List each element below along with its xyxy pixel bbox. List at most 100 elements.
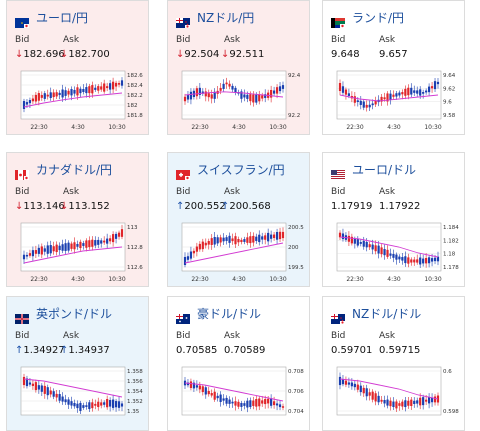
currency-flag-icon	[176, 165, 190, 180]
candle-body	[70, 89, 73, 96]
candle-body	[106, 86, 109, 89]
rate-card[interactable]: スイスフラン/円 Bid Ask ↑200.552 ↑200.568 200.5 200 19…	[167, 152, 310, 287]
candle-body	[410, 259, 413, 263]
candle-body	[422, 258, 425, 264]
rate-chart[interactable]: 0.6 0.598	[333, 361, 459, 429]
ask-number: 113.152	[68, 201, 110, 212]
candle-body	[103, 240, 106, 243]
card-header[interactable]: NZドル/ドル	[331, 307, 422, 324]
ask-label: Ask	[63, 331, 80, 341]
bid-label: Bid	[15, 35, 30, 45]
candle-body	[46, 94, 49, 97]
candle-body	[413, 90, 416, 93]
rate-chart[interactable]: 0.708 0.706 0.704	[178, 361, 304, 429]
candle-body	[395, 254, 398, 260]
rate-card[interactable]: ユーロ/ドル Bid Ask 1.17919 1.17922 1.184 1.182 1.18…	[322, 152, 465, 287]
rate-card[interactable]: NZドル/ドル Bid Ask 0.59701 0.59715 0.6 0.598	[322, 296, 465, 431]
currency-pair-link[interactable]: ユーロ/円	[36, 11, 89, 25]
rate-chart[interactable]: 1.358 1.356 1.354 1.352 1.35	[17, 361, 143, 429]
candle-body	[234, 401, 237, 406]
ask-label: Ask	[379, 187, 396, 197]
rate-chart[interactable]: 200.5 200 199.5 22:30 4:30 10:30	[178, 217, 304, 285]
candle-body	[404, 256, 407, 264]
candle-body	[338, 232, 342, 238]
x-tick-label: 4:30	[232, 124, 246, 131]
bid-value: 0.70585	[176, 345, 217, 356]
card-header[interactable]: ユーロ/円	[15, 11, 89, 28]
rate-card[interactable]: ユーロ/円 Bid Ask ↓182.696 ↓182.700 182.6 182.4 182…	[6, 0, 149, 135]
candle-body	[186, 95, 190, 100]
candle-body	[120, 403, 124, 407]
candle-body	[252, 400, 255, 406]
card-header[interactable]: 英ポンド/ドル	[15, 307, 113, 324]
candle-body	[392, 94, 395, 97]
y-tick-label: 182.2	[127, 93, 143, 99]
candle-body	[82, 243, 85, 246]
currency-pair-link[interactable]: NZドル/ドル	[352, 307, 422, 321]
rate-chart[interactable]: 113 112.8 112.6 22:30 4:30 10:30	[17, 217, 143, 285]
y-tick-label: 1.182	[443, 238, 459, 244]
candle-body	[389, 253, 392, 256]
candle-body	[28, 382, 32, 385]
ask-value: ↓182.700	[60, 49, 110, 60]
candle-body	[61, 89, 64, 98]
rate-card[interactable]: 英ポンド/ドル Bid Ask ↑1.34927 ↑1.34937 1.358 1.356 1…	[6, 296, 149, 431]
candle-body	[109, 400, 112, 407]
candle-body	[272, 234, 276, 239]
candle-body	[401, 92, 404, 95]
candle-body	[398, 403, 401, 406]
rate-chart[interactable]: 1.184 1.182 1.18 1.178 22:30 4:30 10:30	[333, 217, 459, 285]
card-header[interactable]: ランド/円	[331, 11, 405, 28]
rate-card[interactable]: 豪ドル/ドル Bid Ask 0.70585 0.70589 0.708 0.706 0.70…	[167, 296, 310, 431]
rate-card[interactable]: NZドル/円 Bid Ask ↓92.504 ↓92.511 92.4 92.2 22:30 4…	[167, 0, 310, 135]
rate-card[interactable]: ランド/円 Bid Ask 9.648 9.657 9.64 9.62 9.6 9.58 22:3…	[322, 0, 465, 135]
candle-body	[67, 399, 70, 405]
candle-body	[97, 239, 100, 245]
candle-body	[46, 245, 49, 254]
arrow-up-icon: ↑	[221, 201, 230, 212]
card-header[interactable]: スイスフラン/円	[176, 163, 285, 180]
candle-body	[275, 231, 279, 240]
rate-chart[interactable]: 182.6 182.4 182.2 182 181.8 22:30 4:30 10:30	[17, 65, 143, 133]
bid-value: ↓113.146	[15, 201, 65, 212]
candle-body	[67, 242, 70, 251]
bid-value: 9.648	[331, 49, 360, 60]
card-header[interactable]: 豪ドル/ドル	[176, 307, 262, 324]
candle-body	[100, 402, 103, 406]
candle-body	[374, 245, 377, 252]
candle-body	[278, 86, 282, 92]
currency-pair-link[interactable]: NZドル/円	[197, 11, 255, 25]
rate-chart[interactable]: 92.4 92.2 22:30 4:30 10:30	[178, 65, 304, 133]
candle-body	[374, 100, 377, 105]
y-tick-label: 182.4	[127, 83, 143, 89]
currency-pair-link[interactable]: 豪ドル/ドル	[197, 307, 262, 321]
candle-body	[243, 403, 246, 406]
candle-body	[94, 87, 97, 90]
moving-average-line	[23, 378, 123, 398]
card-header[interactable]: カナダドル/円	[15, 163, 113, 180]
moving-average-line	[184, 91, 284, 98]
currency-flag-icon	[331, 309, 345, 324]
currency-pair-link[interactable]: スイスフラン/円	[197, 163, 285, 177]
y-tick-label: 1.184	[443, 225, 459, 231]
candle-body	[341, 233, 345, 240]
currency-pair-link[interactable]: カナダドル/円	[36, 163, 113, 177]
currency-pair-link[interactable]: ユーロ/ドル	[352, 163, 417, 177]
candle-body	[433, 81, 437, 90]
candle-body	[28, 253, 32, 256]
candle-body	[195, 385, 198, 388]
currency-pair-link[interactable]: ランド/円	[352, 11, 405, 25]
card-header[interactable]: NZドル/円	[176, 11, 255, 28]
candle-body	[427, 397, 431, 404]
currency-pair-link[interactable]: 英ポンド/ドル	[36, 307, 113, 321]
card-header[interactable]: ユーロ/ドル	[331, 163, 417, 180]
candle-body	[219, 394, 222, 402]
rate-card[interactable]: カナダドル/円 Bid Ask ↓113.146 ↓113.152 113 112.8 112…	[6, 152, 149, 287]
candle-body	[398, 256, 401, 260]
candle-body	[70, 401, 73, 406]
candle-body	[216, 395, 219, 399]
candle-body	[344, 380, 348, 385]
candle-body	[70, 243, 73, 249]
rate-chart[interactable]: 9.64 9.62 9.6 9.58 22:30 4:30 10:30	[333, 65, 459, 133]
candle-body	[109, 238, 112, 242]
